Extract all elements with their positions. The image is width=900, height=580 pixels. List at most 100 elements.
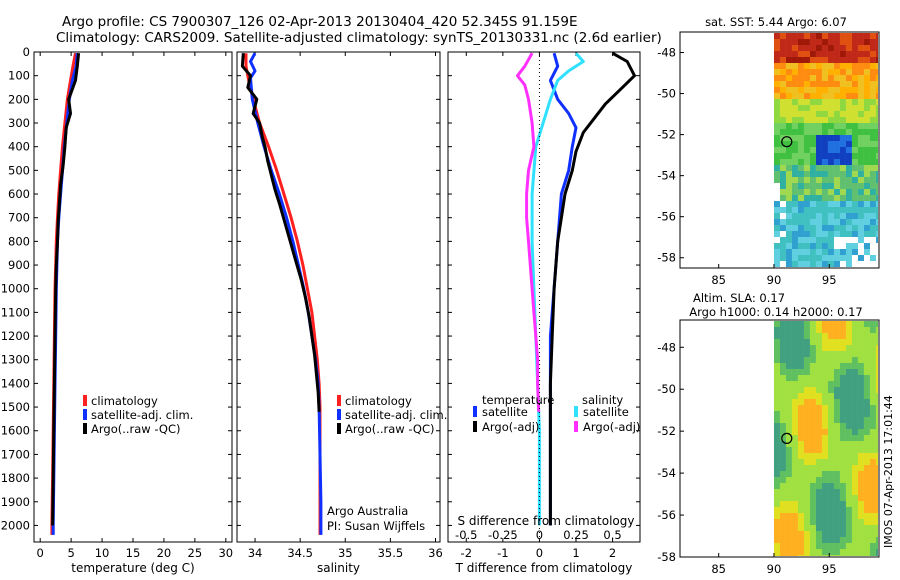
map-cell: [833, 93, 840, 99]
map-cell: [845, 321, 852, 327]
map-cell: [869, 453, 876, 459]
map-cell: [869, 405, 876, 411]
map-cell: [869, 381, 876, 387]
map-cell: [827, 93, 834, 99]
x-tick-label: 85: [711, 562, 726, 576]
map-cell: [827, 507, 834, 513]
map-cell: [785, 147, 792, 153]
map-cell: [869, 81, 876, 87]
map-cell: [779, 159, 786, 165]
map-cell: [779, 351, 786, 357]
map-cell: [803, 213, 810, 219]
map-cell: [833, 321, 840, 327]
map-cell: [833, 69, 840, 75]
map-cell: [791, 39, 798, 45]
map-cell: [863, 399, 870, 405]
map-cell: [785, 159, 792, 165]
map-cell: [803, 531, 810, 537]
temperature-panel: 0 5 10 15 20 25 300100200300400500600700800900…: [1, 45, 233, 575]
map-cell: [851, 537, 858, 543]
map-cell: [839, 231, 846, 237]
map-cell: [779, 51, 786, 57]
map-cell: [803, 189, 810, 195]
map-cell: [791, 459, 798, 465]
map-cell: [815, 399, 822, 405]
x-tick-label: 34: [248, 546, 263, 560]
map-cell: [869, 189, 876, 195]
map-cell: [863, 555, 870, 556]
map-cell: [809, 531, 816, 537]
map-cell: [809, 387, 816, 393]
map-cell: [785, 363, 792, 369]
series-line-argo-raw-qc-: [51, 53, 81, 526]
map-cell: [869, 105, 876, 111]
map-cell: [773, 357, 780, 363]
map-cell: [875, 123, 878, 129]
y-tick-label: 1300: [1, 353, 30, 367]
map-cell: [779, 393, 786, 399]
map-cell: [857, 231, 864, 237]
map-cell: [809, 87, 816, 93]
map-cell: [875, 537, 878, 543]
map-cell: [773, 57, 780, 63]
map-cell: [851, 369, 858, 375]
map-cell: [833, 513, 840, 519]
map-cell: [857, 177, 864, 183]
map-cell: [827, 531, 834, 537]
legend-label: climatology: [91, 394, 158, 408]
map-cell: [779, 357, 786, 363]
map-cell: [809, 381, 816, 387]
map-cell: [797, 525, 804, 531]
map-cell: [851, 69, 858, 75]
map-cell: [857, 87, 864, 93]
map-cell: [869, 351, 876, 357]
map-cell: [809, 57, 816, 63]
map-cell: [791, 447, 798, 453]
map-cell: [875, 417, 878, 423]
map-cell: [803, 519, 810, 525]
map-cell: [821, 369, 828, 375]
map-cell: [833, 543, 840, 549]
map-cell: [875, 183, 878, 189]
map-cell: [863, 423, 870, 429]
map-cell: [869, 135, 876, 141]
map-cell: [821, 483, 828, 489]
map-cell: [851, 525, 858, 531]
map-cell: [875, 195, 878, 201]
map-cell: [863, 495, 870, 501]
map-cell: [785, 345, 792, 351]
map-cell: [773, 513, 780, 519]
map-cell: [851, 495, 858, 501]
map-cell: [791, 429, 798, 435]
map-cell: [779, 549, 786, 555]
map-cell: [809, 363, 816, 369]
map-cell: [815, 411, 822, 417]
map-cell: [779, 105, 786, 111]
map-cell: [815, 231, 822, 237]
map-cell: [857, 369, 864, 375]
map-cell: [797, 519, 804, 525]
map-cell: [827, 327, 834, 333]
map-cell: [875, 441, 878, 447]
map-cell: [857, 483, 864, 489]
map-cell: [857, 477, 864, 483]
map-cell: [827, 351, 834, 357]
map-cell: [863, 171, 870, 177]
map-cell: [797, 183, 804, 189]
map-cell: [821, 141, 828, 147]
map-cell: [773, 375, 780, 381]
map-cell: [833, 207, 840, 213]
map-cell: [791, 99, 798, 105]
map-cell: [869, 213, 876, 219]
map-cell: [827, 153, 834, 159]
map-cell: [851, 243, 858, 249]
map-cell: [773, 483, 780, 489]
map-cell: [851, 399, 858, 405]
map-cell: [809, 435, 816, 441]
map-cell: [785, 105, 792, 111]
map-cell: [809, 465, 816, 471]
map-cell: [851, 207, 858, 213]
map-cell: [857, 363, 864, 369]
map-cell: [773, 501, 780, 507]
map-cell: [791, 549, 798, 555]
